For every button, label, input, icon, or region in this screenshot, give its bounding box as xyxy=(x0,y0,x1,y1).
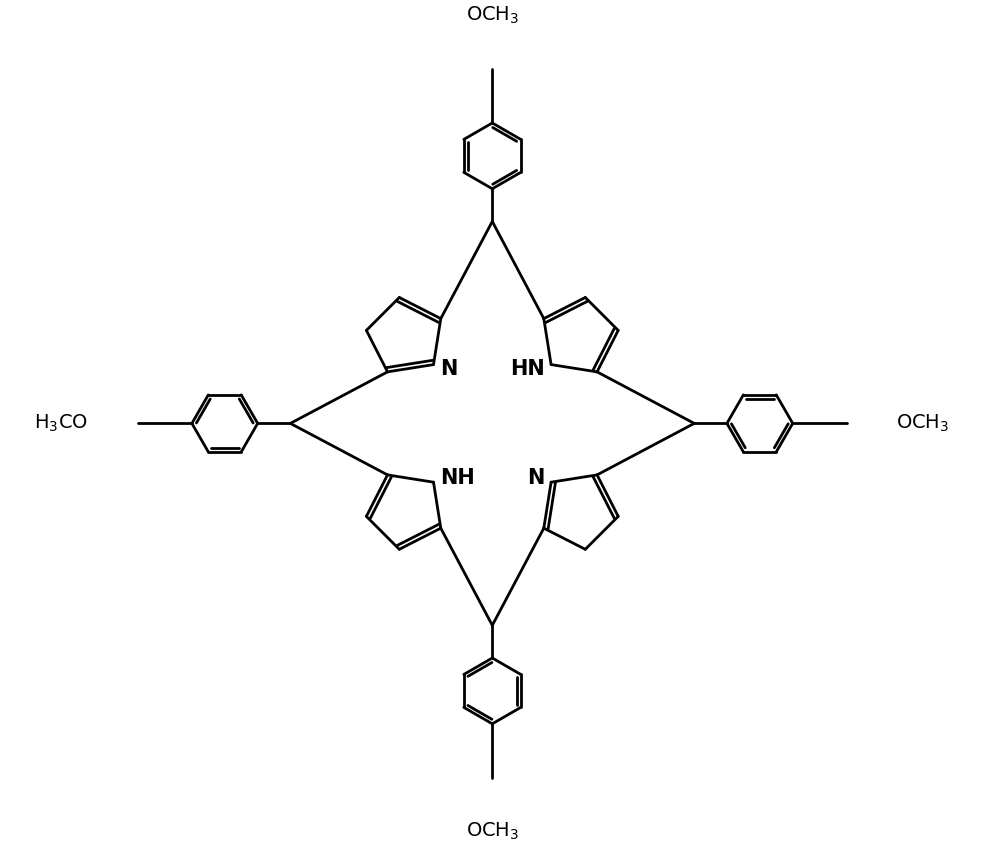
Text: NH: NH xyxy=(440,468,474,489)
Text: N: N xyxy=(440,358,458,378)
Text: OCH$_3$: OCH$_3$ xyxy=(465,5,519,26)
Text: N: N xyxy=(527,468,545,489)
Text: H$_3$CO: H$_3$CO xyxy=(34,413,89,434)
Text: OCH$_3$: OCH$_3$ xyxy=(896,413,950,434)
Text: HN: HN xyxy=(510,358,545,378)
Text: OCH$_3$: OCH$_3$ xyxy=(465,821,519,841)
